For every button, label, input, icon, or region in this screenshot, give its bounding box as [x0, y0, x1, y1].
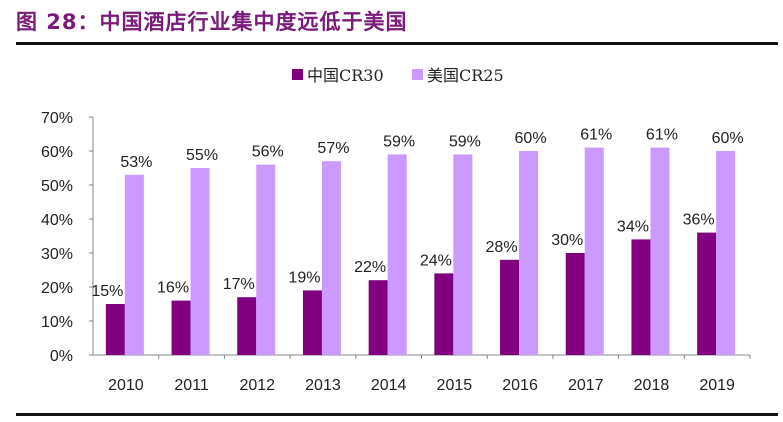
y-tick-label: 30%	[41, 246, 73, 263]
x-tick-label: 2010	[108, 377, 144, 394]
data-label: 60%	[515, 130, 547, 147]
x-tick-label: 2017	[568, 377, 604, 394]
legend-label: 中国CR30	[307, 66, 384, 85]
data-label: 59%	[449, 133, 481, 150]
data-label: 24%	[420, 252, 452, 269]
y-tick-label: 60%	[41, 144, 73, 161]
data-label: 28%	[486, 239, 518, 256]
bar-us	[453, 154, 473, 355]
bar-china	[631, 239, 651, 355]
data-label: 16%	[157, 280, 189, 297]
figure-title: 图 28：中国酒店行业集中度远低于美国	[16, 10, 408, 34]
bar-us	[584, 147, 604, 355]
data-label: 30%	[551, 232, 583, 249]
legend-swatch	[292, 69, 303, 80]
bar-us	[124, 174, 144, 355]
data-label: 61%	[580, 127, 612, 144]
y-tick-label: 0%	[50, 348, 73, 365]
data-label: 61%	[646, 127, 678, 144]
bar-china	[237, 297, 257, 355]
y-tick-label: 50%	[41, 178, 73, 195]
x-tick-label: 2018	[634, 377, 670, 394]
data-label: 36%	[683, 212, 715, 229]
x-tick-label: 2016	[502, 377, 538, 394]
y-tick-label: 20%	[41, 280, 73, 297]
bottom-rule	[16, 413, 778, 416]
x-tick-label: 2012	[239, 377, 275, 394]
bar-us	[256, 164, 276, 355]
bar-china	[368, 280, 388, 355]
data-label: 53%	[120, 154, 152, 171]
data-label: 56%	[252, 144, 284, 161]
bar-china	[302, 290, 322, 355]
bar-us	[387, 154, 407, 355]
bar-china	[565, 253, 585, 355]
data-label: 17%	[223, 276, 255, 293]
data-label: 15%	[91, 283, 123, 300]
bar-us	[321, 161, 341, 355]
legend-swatch	[412, 69, 423, 80]
data-label: 59%	[383, 133, 415, 150]
y-tick-label: 70%	[41, 110, 73, 127]
x-tick-label: 2019	[699, 377, 735, 394]
data-label: 55%	[186, 147, 218, 164]
y-tick-label: 10%	[41, 314, 73, 331]
bar-china	[171, 300, 191, 355]
bar-china	[434, 273, 454, 355]
bar-us	[519, 151, 539, 355]
x-tick-label: 2014	[371, 377, 407, 394]
bar-us	[190, 168, 210, 355]
data-label: 57%	[317, 140, 349, 157]
bar-china	[500, 259, 520, 355]
x-tick-label: 2013	[305, 377, 341, 394]
y-tick-label: 40%	[41, 212, 73, 229]
x-tick-label: 2015	[437, 377, 473, 394]
bar-china	[697, 232, 717, 355]
data-label: 19%	[288, 269, 320, 286]
bar-us	[716, 151, 736, 355]
top-rule	[16, 42, 778, 45]
legend-label: 美国CR25	[427, 66, 504, 85]
data-label: 34%	[617, 218, 649, 235]
bar-china	[105, 304, 125, 355]
data-label: 60%	[712, 130, 744, 147]
x-tick-label: 2011	[174, 377, 209, 394]
bar-us	[650, 147, 670, 355]
data-label: 22%	[354, 259, 386, 276]
